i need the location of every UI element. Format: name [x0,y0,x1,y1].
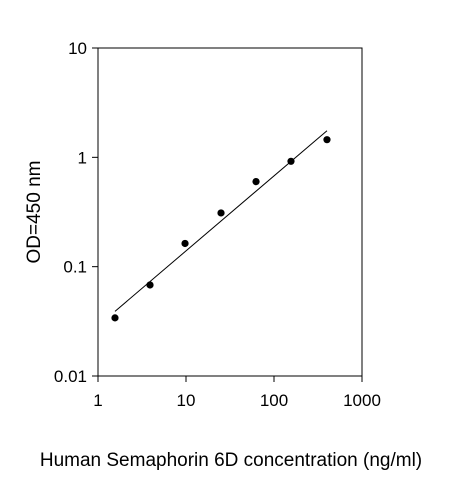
data-point-3 [217,209,225,217]
data-point-5 [287,157,295,165]
data-point-1 [146,281,154,289]
x-tick-label: 1 [93,391,102,410]
data-point-2 [181,239,189,248]
x-tick-label: 1000 [343,391,381,410]
data-point-6 [323,136,331,144]
y-tick-label: 1 [78,148,87,167]
x-tick-label: 100 [260,391,288,410]
plot-frame [97,47,363,377]
data-points [111,136,331,322]
y-tick-label: 0.1 [63,258,87,277]
data-point-0 [111,314,119,322]
y-tick-label: 0.01 [54,367,87,386]
axis-ticks [92,47,363,382]
y-axis-title: OD=450 nm [24,161,45,264]
x-tick-label: 10 [177,391,196,410]
y-tick-label: 10 [68,39,87,58]
data-point-4 [252,177,260,186]
tick-labels: 1 10 100 1000 0.01 0.1 1 10 [54,39,381,410]
x-axis-title: Human Semaphorin 6D concentration (ng/ml… [40,450,422,471]
